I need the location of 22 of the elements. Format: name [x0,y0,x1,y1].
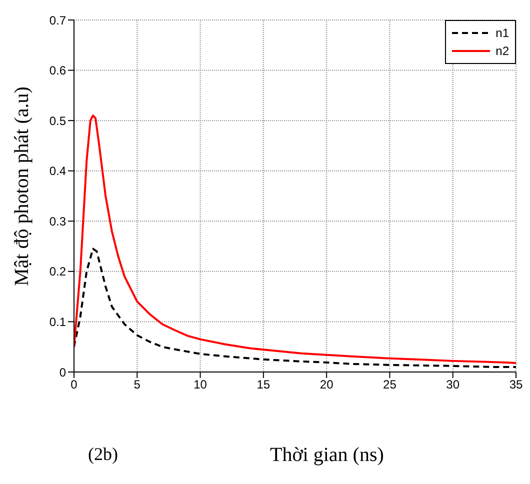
y-tick-label: 0.4 [49,164,66,178]
x-tick-label: 20 [320,378,334,392]
line-series [74,114,516,364]
legend-label: n1 [496,26,509,40]
x-tick-label: 5 [134,378,141,392]
y-tick-label: 0.2 [49,264,66,279]
x-tick-label: 35 [509,378,523,392]
y-tick-label: 0.5 [49,114,66,128]
legend-label: n2 [496,44,509,58]
y-tick-label: 0.3 [49,214,66,228]
y-tick-label: 0.1 [49,314,66,329]
y-tick-label: 0.6 [49,64,66,78]
x-tick-label: 30 [446,378,460,392]
y-tick-label: 0.7 [49,13,66,28]
x-tick-label: 0 [70,378,78,392]
x-tick-label: 15 [256,378,270,392]
x-axis-title: Thời gian (ns) [270,444,384,467]
text: (2b) [88,444,118,465]
x-tick-label: 25 [383,378,397,392]
y-tick-label: 0 [59,365,66,380]
y-axis-title: Mật độ photon phát (a.u) [11,86,34,286]
x-tick-label: 10 [194,378,208,392]
